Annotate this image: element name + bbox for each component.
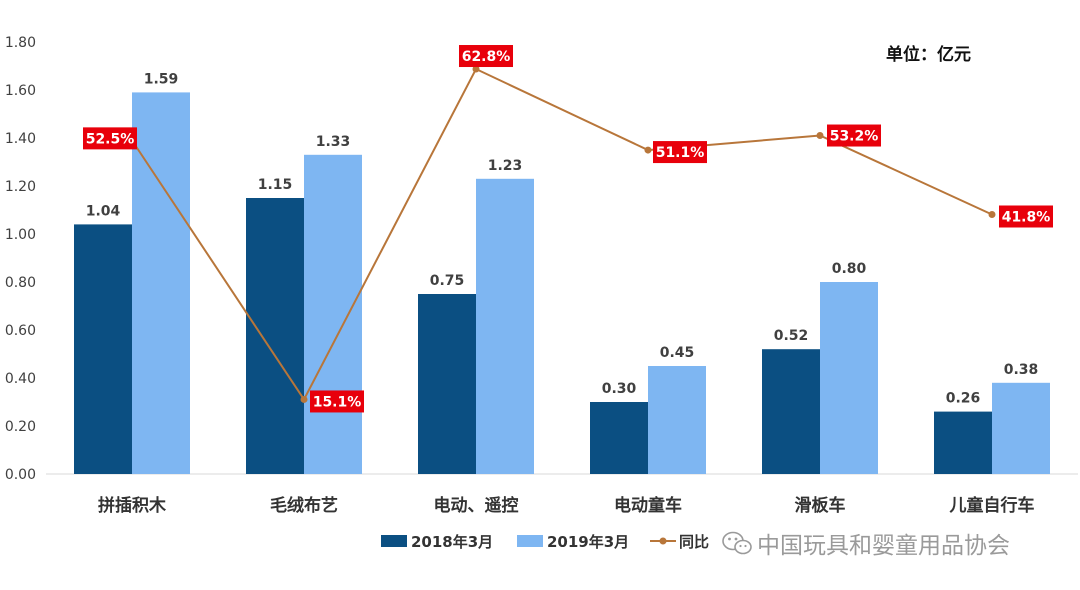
category-label: 拼插积木 — [98, 495, 167, 516]
bar-2018 — [246, 198, 304, 474]
yoy-label: 62.8% — [462, 49, 511, 65]
bar-2019 — [820, 282, 878, 474]
yoy-point — [816, 132, 824, 140]
bar-value-label: 0.45 — [660, 345, 695, 361]
y-axis: 0.00 0.20 0.40 0.60 0.80 1.00 1.20 1.40 1.60 1.80 — [5, 35, 1078, 483]
yoy-line: 52.5% 15.1% 62.8% 51.1% 53.2% 41.8% — [83, 45, 1053, 413]
watermark-text: 中国玩具和婴童用品协会 — [757, 533, 1010, 559]
yoy-label-box — [827, 124, 881, 147]
yoy-label: 15.1% — [313, 394, 362, 410]
yoy-label-box — [653, 141, 707, 164]
bar-2018 — [74, 224, 132, 474]
category-label: 儿童自行车 — [949, 495, 1035, 516]
y-tick-label: 1.60 — [5, 83, 36, 99]
bar-value-label: 0.26 — [946, 391, 981, 407]
bar-value-label: 0.30 — [602, 381, 637, 397]
category-label: 毛绒布艺 — [270, 495, 338, 516]
legend-marker-yoy — [659, 537, 667, 545]
legend-swatch-2019 — [517, 535, 543, 547]
y-tick-label: 1.00 — [5, 227, 36, 243]
bar-value-label: 0.52 — [774, 328, 809, 344]
yoy-label-box — [999, 205, 1053, 228]
bar-2019 — [648, 366, 706, 474]
yoy-point — [472, 65, 480, 73]
yoy-point — [300, 395, 308, 403]
bar-value-label: 1.33 — [316, 134, 351, 150]
yoy-label: 53.2% — [830, 129, 879, 145]
bar-value-label: 1.04 — [86, 203, 121, 219]
y-tick-label: 1.80 — [5, 35, 36, 51]
y-tick-label: 0.80 — [5, 275, 36, 291]
y-tick-label: 0.00 — [5, 467, 36, 483]
y-tick-label: 0.60 — [5, 323, 36, 339]
legend: 2018年3月 2019年3月 同比 — [381, 533, 709, 551]
bars: 1.04 1.59 1.15 1.33 0.75 1.23 0.30 0.45 0.52 0.80… — [74, 71, 1050, 475]
category-label: 电动、遥控 — [434, 495, 519, 516]
yoy-label-box — [83, 127, 137, 150]
y-tick-label: 0.40 — [5, 371, 36, 387]
category-label: 滑板车 — [795, 495, 846, 516]
y-tick-label: 1.40 — [5, 131, 36, 147]
bar-value-label: 1.15 — [258, 177, 293, 193]
bar-2019 — [304, 154, 362, 475]
y-tick-label: 0.20 — [5, 419, 36, 435]
bar-2019 — [992, 382, 1050, 474]
yoy-line-path — [131, 67, 993, 402]
wechat-icon — [722, 531, 752, 555]
category-labels: 拼插积木 毛绒布艺 电动、遥控 电动童车 滑板车 儿童自行车 — [98, 495, 1035, 516]
bar-value-label: 0.75 — [430, 273, 465, 289]
y-tick-label: 1.20 — [5, 179, 36, 195]
yoy-label: 51.1% — [656, 145, 705, 161]
legend-swatch-2018 — [381, 535, 407, 547]
yoy-label-box — [459, 45, 513, 68]
bar-2018 — [934, 411, 992, 474]
yoy-point — [644, 146, 652, 154]
bar-2018 — [762, 349, 820, 474]
legend-label-yoy: 同比 — [679, 533, 709, 551]
yoy-point — [988, 210, 996, 218]
bar-value-label: 1.23 — [488, 158, 523, 174]
bar-2019 — [476, 178, 534, 475]
yoy-label: 41.8% — [1002, 209, 1051, 225]
legend-label-2019: 2019年3月 — [547, 533, 629, 551]
bar-2018 — [590, 402, 648, 474]
bar-2018 — [418, 294, 476, 474]
bar-2019 — [132, 92, 190, 475]
bar-value-label: 1.59 — [144, 71, 179, 87]
bar-value-label: 0.80 — [832, 261, 867, 277]
category-label: 电动童车 — [614, 495, 682, 516]
yoy-label: 52.5% — [86, 131, 135, 147]
yoy-label-box — [310, 390, 364, 413]
watermark: 中国玩具和婴童用品协会 — [722, 531, 1010, 559]
unit-label: 单位：亿元 — [886, 44, 971, 65]
bar-value-label: 0.38 — [1004, 362, 1039, 378]
legend-label-2018: 2018年3月 — [411, 533, 493, 551]
